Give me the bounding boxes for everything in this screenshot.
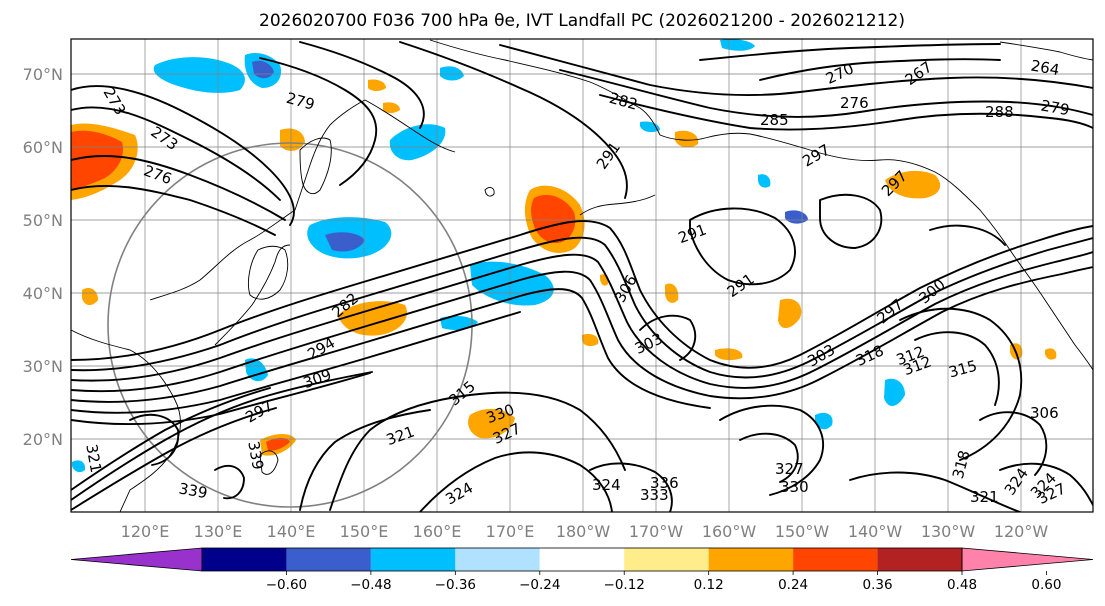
- colorbar-segment: [539, 548, 625, 571]
- colorbar-segment: [286, 548, 371, 571]
- contour-label: 321: [970, 488, 999, 506]
- lat-label: 70°N: [23, 65, 63, 84]
- negative-shading: [72, 39, 905, 473]
- colorbar-extend-max: [961, 547, 1094, 572]
- contour-label: 339: [244, 440, 267, 471]
- map-panel: 273 273 276 279 282 285 288 291 291 291 …: [71, 39, 1093, 512]
- coastlines: [71, 39, 1093, 512]
- colorbar-segment: [877, 548, 962, 571]
- colorbar-tick-label: −0.48: [350, 577, 391, 593]
- lon-label: 180°W: [556, 522, 611, 541]
- colorbar-segment: [708, 548, 794, 571]
- contour-label: 288: [985, 103, 1014, 121]
- colorbar-segment: [455, 548, 540, 571]
- landfall-circle: [107, 142, 473, 508]
- colorbar-segment: [793, 548, 878, 571]
- colorbar-tick-label: −0.24: [519, 577, 560, 593]
- contour-label: 306: [1030, 404, 1059, 422]
- colorbar-tick-label: −0.12: [604, 577, 645, 593]
- colorbar: −0.60 −0.48 −0.36 −0.24 −0.12 0.12 0.24 0.36 0.4…: [70, 547, 1094, 593]
- map-border: [70, 38, 1094, 513]
- colorbar-tick-label: 0.48: [947, 577, 977, 593]
- lat-label: 50°N: [23, 211, 63, 230]
- colorbar-tick-label: 0.36: [863, 577, 893, 593]
- lon-label: 160°E: [413, 522, 462, 541]
- theta-e-contours: [71, 41, 1093, 512]
- lon-label: 130°W: [921, 522, 976, 541]
- contour-label: 336: [650, 474, 679, 492]
- latitude-axis: 70°N 60°N 50°N 40°N 30°N 20°N: [23, 65, 63, 449]
- lat-label: 30°N: [23, 357, 63, 376]
- map-title: 2026020700 F036 700 hPa θe, IVT Landfall…: [259, 11, 905, 31]
- contour-label: 324: [592, 476, 621, 494]
- lon-label: 160°W: [702, 522, 757, 541]
- contour-label: 333: [640, 486, 669, 504]
- lon-label: 140°E: [267, 522, 316, 541]
- colorbar-outline: [201, 547, 963, 572]
- longitude-axis: 120°E 130°E 140°E 150°E 160°E 170°E 180°…: [121, 522, 1049, 541]
- contour-label: 321: [82, 443, 105, 474]
- contour-label: 339: [177, 479, 208, 502]
- lon-label: 150°E: [340, 522, 389, 541]
- contour-label: 276: [840, 94, 869, 112]
- lat-label: 40°N: [23, 284, 63, 303]
- contour-label: 285: [760, 111, 789, 129]
- lon-label: 150°W: [775, 522, 830, 541]
- colorbar-extend-min: [70, 547, 203, 572]
- lon-label: 120°W: [994, 522, 1049, 541]
- colorbar-segment: [370, 548, 456, 571]
- colorbar-segment: [202, 548, 287, 571]
- lon-label: 140°W: [848, 522, 903, 541]
- lon-label: 170°E: [486, 522, 535, 541]
- positive-shading: [71, 79, 1057, 456]
- colorbar-tick-label: −0.36: [435, 577, 476, 593]
- lon-label: 120°E: [121, 522, 170, 541]
- colorbar-tick-label: −0.60: [266, 577, 307, 593]
- lat-label: 20°N: [23, 430, 63, 449]
- contour-label: 279: [1039, 96, 1070, 119]
- colorbar-tick-label: 0.24: [778, 577, 808, 593]
- colorbar-segment: [624, 548, 709, 571]
- contour-label: 327: [775, 460, 804, 478]
- contour-label: 330: [780, 478, 809, 496]
- colorbar-tick-label: 0.12: [694, 577, 724, 593]
- colorbar-tick-label: 0.60: [1031, 577, 1061, 593]
- lon-label: 170°W: [629, 522, 684, 541]
- contour-label: 264: [1029, 56, 1060, 79]
- lat-label: 60°N: [23, 138, 63, 157]
- lon-label: 130°E: [194, 522, 243, 541]
